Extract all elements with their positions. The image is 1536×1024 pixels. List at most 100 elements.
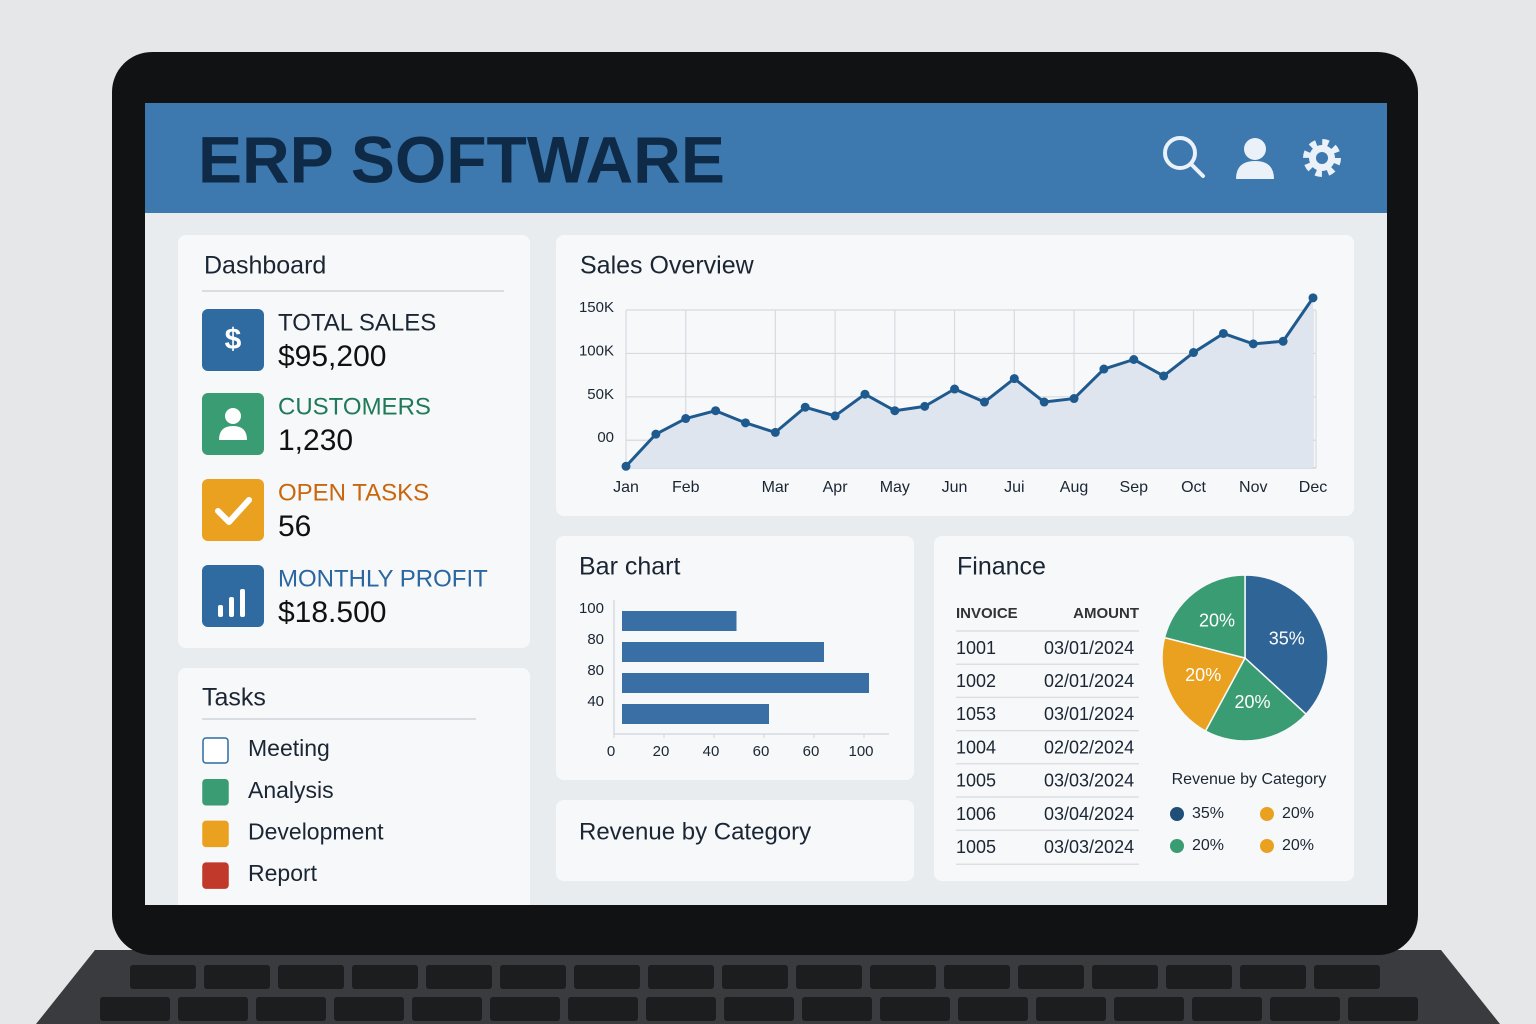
- settings-icon[interactable]: [1303, 139, 1341, 177]
- kpi-icon: [202, 309, 264, 371]
- key: [1092, 965, 1158, 989]
- key: [1270, 997, 1340, 1021]
- x-tick-label: Jan: [613, 479, 639, 496]
- key: [724, 997, 794, 1021]
- point: [1218, 328, 1228, 338]
- key: [352, 965, 418, 989]
- task-label: Meeting: [248, 735, 330, 761]
- legend-swatch: [1170, 839, 1184, 853]
- table-cell: 03/03/2024: [1044, 837, 1134, 857]
- legend-label: 20%: [1282, 837, 1314, 854]
- user-icon[interactable]: [1236, 138, 1274, 179]
- point: [1129, 354, 1139, 364]
- point: [950, 384, 960, 394]
- revenue-title[interactable]: Revenue by Category: [579, 818, 811, 845]
- point: [860, 389, 870, 399]
- x-tick-label: Feb: [672, 479, 700, 496]
- x-tick-label: 100: [848, 743, 873, 760]
- search-icon[interactable]: [1163, 136, 1205, 178]
- revenue-card[interactable]: [556, 800, 914, 881]
- key: [130, 965, 196, 989]
- x-tick-label: 0: [607, 743, 615, 760]
- point: [681, 414, 691, 424]
- x-tick-label: Mar: [762, 479, 790, 496]
- point: [1248, 339, 1258, 349]
- key: [870, 965, 936, 989]
- y-tick-label: 80: [587, 631, 604, 648]
- kpi-value: $95,200: [278, 340, 386, 373]
- kpi-value: 56: [278, 510, 311, 543]
- key: [100, 997, 170, 1021]
- y-tick-label: 50K: [587, 386, 614, 403]
- key: [1166, 965, 1232, 989]
- x-tick-label: Sep: [1120, 479, 1149, 496]
- point: [740, 418, 750, 428]
- key: [178, 997, 248, 1021]
- pie-slice: [1244, 574, 1329, 716]
- task-label: Report: [248, 860, 318, 886]
- kpi-icon-glyph: $: [225, 323, 242, 356]
- dashboard-card: [178, 235, 530, 648]
- key: [412, 997, 482, 1021]
- point: [890, 406, 900, 416]
- key: [880, 997, 950, 1021]
- key: [568, 997, 638, 1021]
- table-cell: 02/01/2024: [1044, 671, 1134, 691]
- kpi-icon: [202, 565, 264, 627]
- finance-title: Finance: [957, 553, 1046, 581]
- user-glyph: [225, 408, 241, 424]
- x-tick-label: Jun: [942, 479, 968, 496]
- task-checkbox[interactable]: [202, 862, 229, 889]
- key: [204, 965, 270, 989]
- x-tick-label: May: [880, 479, 910, 496]
- sales-title: Sales Overview: [580, 252, 755, 280]
- table-cell: 03/03/2024: [1044, 771, 1134, 791]
- key: [802, 997, 872, 1021]
- point: [1069, 394, 1079, 404]
- y-tick-label: 150K: [579, 299, 614, 316]
- y-tick-label: 00: [597, 429, 614, 446]
- legend-swatch: [1170, 807, 1184, 821]
- point: [1039, 397, 1049, 407]
- point: [621, 461, 631, 471]
- legend-label: 35%: [1192, 805, 1224, 822]
- point: [1009, 374, 1019, 384]
- point: [770, 427, 780, 437]
- point: [1189, 348, 1199, 358]
- x-tick-label: 60: [753, 743, 770, 760]
- user-glyph: [219, 426, 247, 440]
- task-checkbox[interactable]: [202, 737, 229, 764]
- dashboard-title: Dashboard: [204, 252, 326, 280]
- table-cell: 1053: [956, 704, 996, 724]
- table-cell: 1001: [956, 638, 996, 658]
- x-tick-label: Oct: [1181, 479, 1206, 496]
- pie-caption: Revenue by Category: [1172, 771, 1327, 788]
- task-checkbox[interactable]: [202, 778, 229, 806]
- key: [1192, 997, 1262, 1021]
- y-tick-label: 100K: [579, 342, 614, 359]
- x-tick-label: Apr: [823, 479, 849, 496]
- table-cell: 1006: [956, 804, 996, 824]
- table-cell: 03/01/2024: [1044, 638, 1134, 658]
- bar: [622, 673, 869, 693]
- point: [920, 401, 930, 411]
- table-cell: 02/02/2024: [1044, 737, 1134, 757]
- key: [1348, 997, 1418, 1021]
- point: [830, 411, 840, 421]
- line: [624, 297, 1315, 468]
- bars-glyph: [229, 597, 234, 617]
- task-checkbox[interactable]: [202, 820, 229, 848]
- point: [800, 402, 810, 412]
- bar: [622, 704, 769, 724]
- table-cell: 03/04/2024: [1044, 804, 1134, 824]
- x-tick-label: Jui: [1004, 479, 1024, 496]
- kpi-icon: [202, 479, 264, 541]
- table-cell: 1005: [956, 771, 996, 791]
- point: [1099, 364, 1109, 374]
- point: [1278, 336, 1288, 346]
- key: [500, 965, 566, 989]
- table-header: AMOUNT: [1073, 605, 1139, 622]
- pie-slice: [1204, 656, 1308, 742]
